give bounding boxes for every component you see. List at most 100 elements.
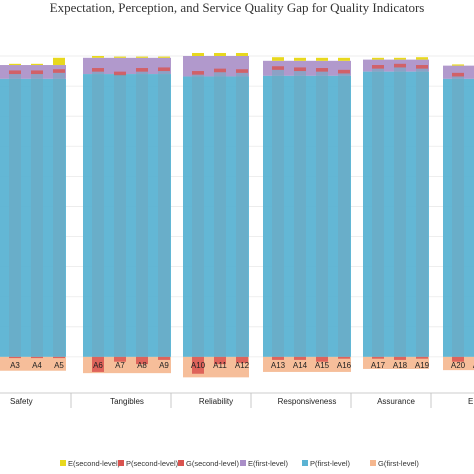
tick-label-a13: A13	[271, 361, 286, 370]
tick-label-a9: A9	[159, 361, 169, 370]
legend-swatch-1	[118, 460, 124, 466]
bar-p-second-level	[114, 75, 126, 357]
bar-p-second-level	[192, 74, 204, 357]
legend-swatch-0	[60, 460, 66, 466]
bar-p-second-level	[92, 71, 104, 357]
bar-p-second-level	[338, 73, 350, 357]
bar-p-second-level	[272, 69, 284, 357]
bar-g-second-level	[192, 356, 204, 374]
legend-label-5: G(first-level)	[378, 459, 419, 468]
group-label-1: Tangibles	[110, 397, 144, 406]
bar-p-second-level	[136, 71, 148, 357]
bar-g-second-level	[394, 356, 406, 360]
bar-p-second-level	[372, 68, 384, 357]
bar-g-second-level	[452, 356, 464, 362]
bar-g-second-level	[236, 356, 248, 363]
bar-e-second-level	[9, 63, 21, 66]
bar-g-second-level	[416, 356, 428, 359]
bar-p-second-level-cap	[9, 70, 21, 75]
bar-p-second-level	[452, 76, 464, 357]
group-label-5: E	[468, 397, 473, 406]
group-label-2: Reliability	[199, 397, 233, 406]
tick-label-a17: A17	[371, 361, 386, 370]
bar-g-second-level	[114, 356, 126, 362]
tick-label-a12: A12	[235, 361, 250, 370]
bar-p-second-level-cap	[92, 68, 104, 72]
bar-e-first-level	[263, 60, 351, 76]
bar-p-second-level-cap	[394, 63, 406, 68]
tick-label-a11: A11	[213, 361, 227, 370]
bar-p-second-level	[158, 71, 170, 357]
bar-e-second-level	[31, 63, 43, 66]
bar-p-second-level	[394, 67, 406, 357]
bar-e-second-level	[372, 57, 384, 60]
bar-e-second-level	[92, 56, 104, 58]
bar-g-second-level	[294, 356, 306, 360]
tick-label-a8: A8	[137, 361, 147, 370]
bar-g-second-level	[316, 356, 328, 362]
bar-p-second-level-cap	[114, 71, 126, 76]
bar-p-second-level-cap	[338, 69, 350, 74]
bar-g-second-level	[31, 356, 43, 359]
tick-label-a18: A18	[393, 361, 408, 370]
bar-e-second-level	[192, 52, 204, 56]
tick-label-a16: A16	[337, 361, 352, 370]
tick-label-a5: A5	[54, 361, 64, 370]
bar-e-second-level	[394, 57, 406, 60]
bar-e-second-level	[316, 57, 328, 61]
bar-p-second-level	[416, 68, 428, 357]
bar-p-second-level-cap	[452, 72, 464, 77]
bar-p-second-level-cap	[294, 67, 306, 72]
bar-e-first-level	[443, 65, 474, 79]
bar-e-second-level	[338, 57, 350, 61]
legend-label-4: P(first-level)	[310, 459, 351, 468]
group-label-0: Safety	[10, 397, 33, 406]
bar-p-second-level	[236, 72, 248, 357]
tick-label-a21: A21	[473, 361, 474, 370]
bar-p-second-level-cap	[192, 71, 204, 75]
group-label-4: Assurance	[377, 397, 415, 406]
bar-p-second-level	[294, 71, 306, 357]
bar-e-second-level	[136, 56, 148, 58]
bar-g-first-level	[83, 356, 171, 374]
chart-title: Expectation, Perception, and Service Qua…	[50, 0, 425, 15]
bar-g-first-level	[363, 356, 429, 369]
bar-g-second-level	[338, 356, 350, 359]
bar-p-second-level-cap	[31, 70, 43, 75]
bar-p-second-level-cap	[53, 69, 65, 73]
bar-e-second-level	[416, 57, 428, 60]
tick-labels: A3 A4 A5 A6 A7 A8 A9 A10 A11 A12 A13 A14 A15 A16 A17 A1…	[10, 361, 474, 370]
bar-p-second-level-cap	[158, 67, 170, 72]
bar-g-first-level	[0, 356, 66, 371]
legend-label-3: E(first-level)	[248, 459, 289, 468]
legend-swatch-2	[178, 460, 184, 466]
legend: E(second-level) P(second-level) G(second-l…	[60, 459, 419, 468]
bar-p-second-level-cap	[416, 65, 428, 69]
bar-e-second-level	[452, 64, 464, 66]
bar-e-second-level	[214, 52, 226, 56]
tick-label-a3: A3	[10, 361, 20, 370]
legend-label-0: E(second-level)	[68, 459, 121, 468]
bar-g-first-level	[443, 356, 474, 371]
bar-e-first-level	[83, 57, 171, 75]
group-labels: Safety Tangibles Reliability Responsiveness…	[0, 392, 474, 408]
tick-label-a6: A6	[93, 361, 103, 370]
bar-g-first-level	[263, 356, 351, 372]
legend-swatch-3	[240, 460, 246, 466]
bar-p-second-level-cap	[372, 65, 384, 69]
legend-swatch-4	[302, 460, 308, 466]
bar-p-second-level-cap	[316, 68, 328, 72]
tick-label-a7: A7	[115, 361, 125, 370]
bar-g-second-level	[136, 356, 148, 365]
bar-p-second-level	[53, 72, 65, 357]
group-label-3: Responsiveness	[278, 397, 337, 406]
bar-g-second-level	[272, 356, 284, 360]
bar-e-second-level	[272, 57, 284, 61]
legend-label-2: G(second-level)	[186, 459, 239, 468]
tick-label-a4: A4	[32, 361, 42, 370]
bar-e-second-level	[114, 56, 126, 58]
bar-p-second-level-cap	[214, 68, 226, 73]
legend-label-1: P(second-level)	[126, 459, 179, 468]
bar-p-second-level-cap	[272, 66, 284, 70]
bar-p-second-level	[9, 74, 21, 357]
